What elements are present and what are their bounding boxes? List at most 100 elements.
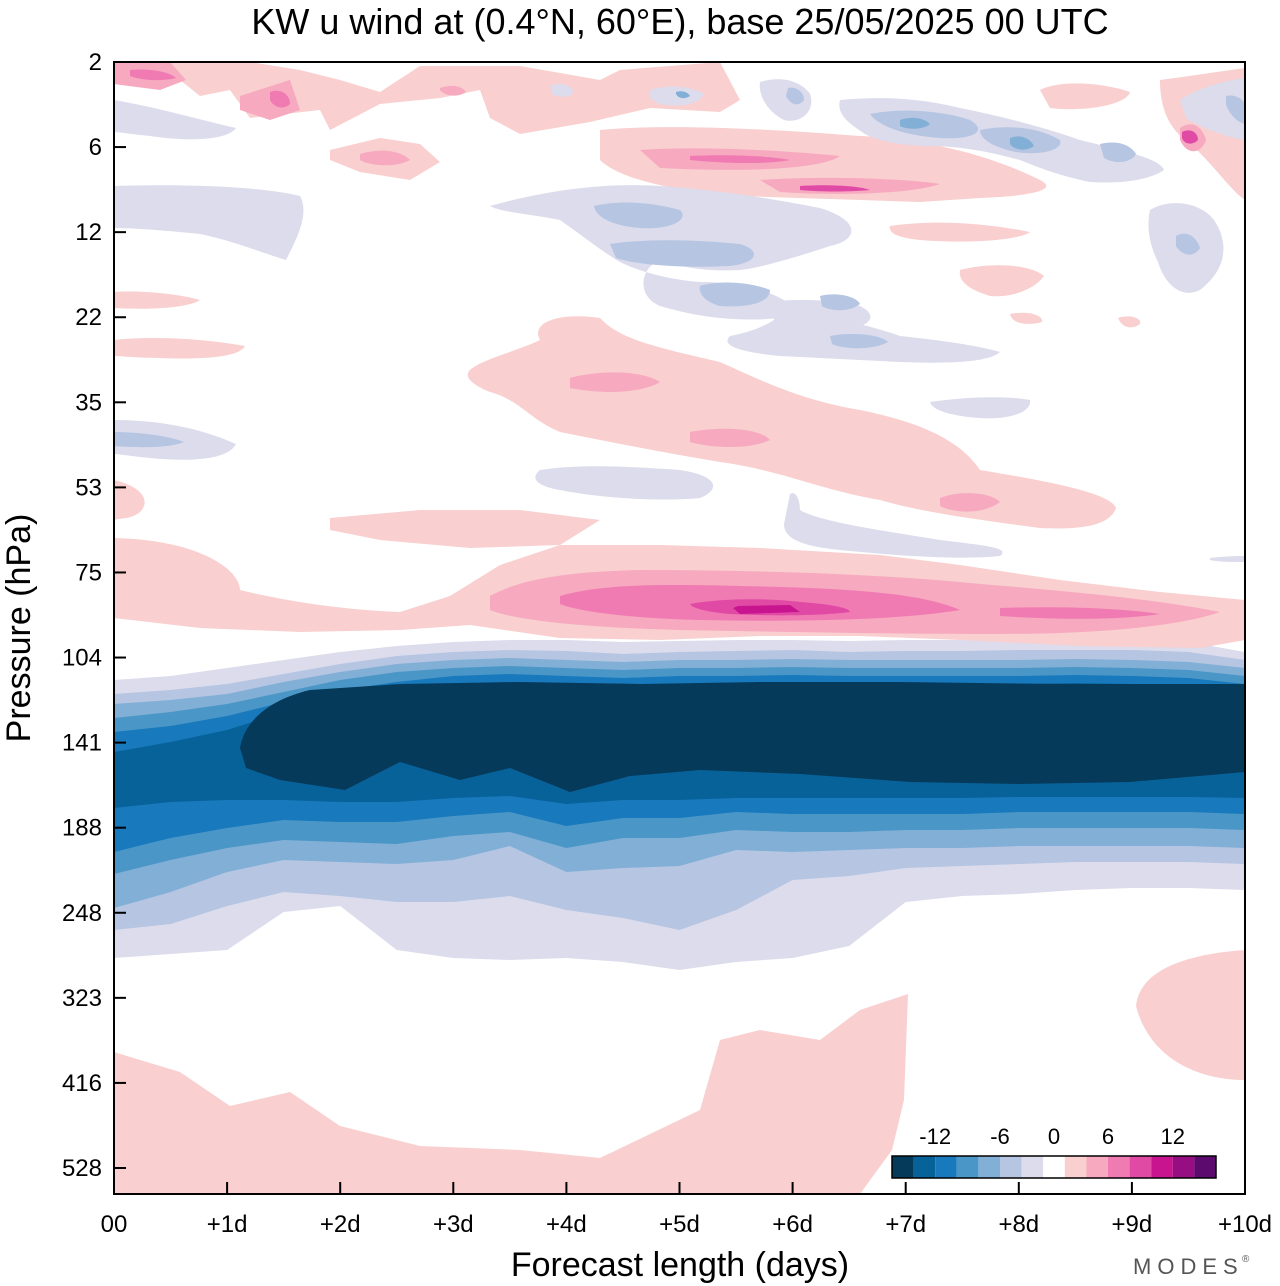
y-tick-label: 35 [75,389,102,416]
colorbar-swatch [1086,1156,1108,1178]
westerly-area-38 [733,605,800,614]
y-tick-label: 248 [62,900,102,927]
colorbar-swatch [1021,1156,1044,1178]
easterly-area-17 [610,240,754,267]
brand-registered-mark: ® [1242,1254,1250,1265]
colorbar-swatch [913,1156,936,1178]
easterly-area-24 [1176,233,1200,255]
easterly-area-13 [759,79,812,121]
westerly-area-2 [1136,950,1245,1080]
westerly-area-4 [330,510,600,548]
y-axis-title: Pressure (hPa) [0,514,38,743]
westerly-area-21 [940,493,1000,512]
x-tick-label: +10d [1218,1211,1272,1238]
colorbar-swatch [1151,1156,1173,1178]
colorbar-swatch [1129,1156,1152,1178]
westerly-area-31 [1000,607,1160,619]
colorbar-swatch [1000,1156,1022,1178]
colorbar-swatch [1108,1156,1130,1178]
easterly-area-9 [1210,556,1245,562]
y-tick-label: 188 [62,815,102,842]
x-tick-label: +8d [998,1211,1039,1238]
colorbar-swatch [1194,1156,1216,1178]
westerly-area-11 [1040,83,1130,110]
y-tick-label: 104 [62,645,102,672]
westerly-area-28 [440,85,466,96]
y-tick-label: 416 [62,1070,102,1097]
westerly-area-15 [959,265,1044,297]
x-tick-label: +9d [1112,1211,1153,1238]
easterly-area-19 [820,294,860,311]
easterly-area-28 [1010,136,1034,150]
brand-logo: MODES [1133,1254,1244,1279]
easterly-area-6 [535,466,714,500]
easterly-jet-core [240,682,1245,792]
easterly-area-30 [676,91,690,99]
x-tick-label: +4d [546,1211,587,1238]
colorbar: -12 -6 0 6 12 [891,1124,1217,1179]
easterly-area-1 [114,100,236,140]
y-tick-label: 75 [75,559,102,586]
easterly-area-4 [490,185,1000,363]
y-tick-label: 53 [75,474,102,501]
easterly-area-8 [784,493,1003,558]
x-tick-label: +7d [885,1211,926,1238]
easterly-area-27 [114,432,184,448]
contour-field [114,62,1245,1194]
colorbar-label: 6 [1102,1124,1114,1149]
westerly-area-9 [114,62,740,134]
westerly-area-27 [360,150,410,166]
y-tick-label: 12 [75,219,102,246]
colorbar-swatch [978,1156,1000,1178]
colorbar-frame [891,1155,1217,1179]
colorbar-swatch [1064,1156,1087,1178]
easterly-area-2 [114,185,304,260]
easterly-area-11 [1180,78,1245,140]
easterly-area-23 [1100,142,1136,163]
westerly-area-20 [690,428,770,447]
y-tick-label: 2 [89,49,102,76]
westerly-area-37 [1182,130,1198,144]
y-tick-label: 22 [75,304,102,331]
westerly-area-34 [130,69,176,81]
chart-title: KW u wind at (0.4°N, 60°E), base 25/05/2… [251,1,1108,42]
colorbar-swatch [935,1156,957,1178]
westerly-area-7 [114,338,245,359]
westerly-area-36 [800,185,870,192]
y-tick-label: 6 [89,134,102,161]
colorbar-swatch [1172,1156,1195,1178]
westerly-area-32 [690,155,790,163]
colorbar-swatch [892,1156,914,1178]
y-tick-label: 323 [62,985,102,1012]
y-tick-label: 528 [62,1155,102,1182]
colorbar-swatch [1043,1156,1065,1178]
x-tick-label: 00 [101,1211,128,1238]
westerly-area-17 [1118,316,1141,328]
easterly-area-20 [830,334,888,349]
westerly-area-16 [1010,312,1043,324]
x-tick-label: +2d [320,1211,361,1238]
westerly-area-5 [114,480,145,520]
axes: 00 +1d +2d +3d +4d +5d +6d +7d +8d +9d +10d 2 6 12 22 3… [62,49,1272,1238]
easterly-area-25 [786,87,804,105]
colorbar-label: 0 [1048,1124,1060,1149]
westerly-area-1 [114,994,908,1194]
x-tick-label: +6d [772,1211,813,1238]
westerly-area-19 [570,372,660,392]
easterly-area-26 [1226,95,1245,124]
x-tick-label: +1d [207,1211,248,1238]
westerly-area-8 [114,291,200,309]
easterly-area-14 [649,86,704,106]
colorbar-swatch [956,1156,979,1178]
colorbar-label: 12 [1161,1124,1185,1149]
westerly-area-14 [889,222,1030,242]
x-tick-label: +3d [433,1211,474,1238]
easterly-area-29 [900,117,930,129]
x-tick-label: +5d [659,1211,700,1238]
easterly-area-15 [550,84,574,97]
easterly-area-7 [930,397,1031,419]
colorbar-label: -12 [919,1124,951,1149]
westerly-area-33 [270,90,290,108]
westerly-area-6 [467,316,1117,529]
